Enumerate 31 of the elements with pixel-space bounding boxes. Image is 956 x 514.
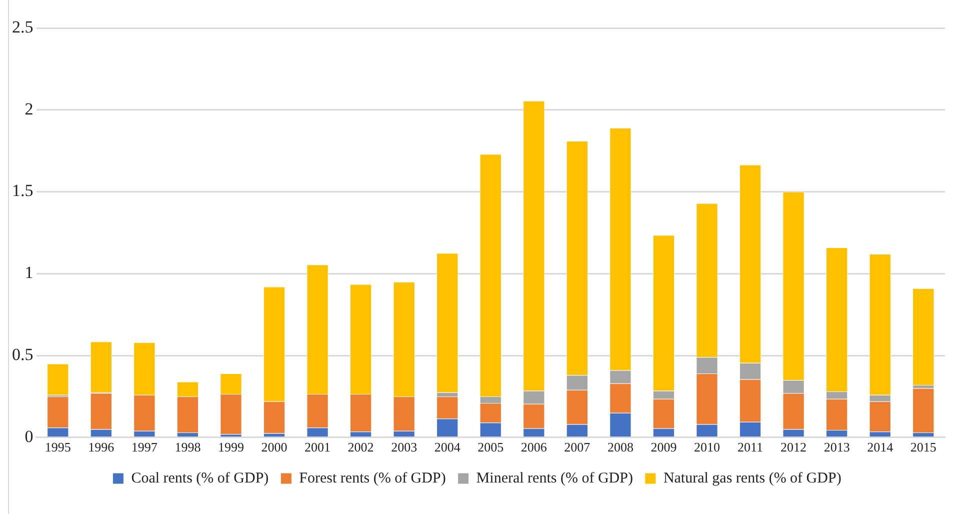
y-tick-label: 0.5 bbox=[12, 344, 34, 364]
legend-label: Natural gas rents (% of GDP) bbox=[663, 470, 842, 486]
x-tick-label: 2006 bbox=[520, 440, 548, 455]
x-tick-label: 2010 bbox=[694, 440, 720, 455]
x-tick-label: 1999 bbox=[218, 440, 244, 455]
legend-label: Forest rents (% of GDP) bbox=[299, 470, 446, 486]
x-tick-label: 2002 bbox=[348, 440, 374, 455]
x-tick-label: 1997 bbox=[131, 440, 158, 455]
x-tick-label: 1998 bbox=[174, 440, 201, 455]
legend-label: Coal rents (% of GDP) bbox=[131, 470, 269, 486]
x-tick-label: 2015 bbox=[910, 440, 936, 455]
x-tick-label: 2008 bbox=[607, 440, 634, 455]
x-tick-label: 2001 bbox=[304, 440, 331, 455]
x-tick-label: 2009 bbox=[650, 440, 677, 455]
x-tick-label: 2007 bbox=[564, 440, 591, 455]
x-tick-label: 2011 bbox=[738, 440, 764, 455]
legend-label: Mineral rents (% of GDP) bbox=[476, 470, 633, 486]
x-tick-label: 2000 bbox=[261, 440, 288, 455]
x-tick-label: 2003 bbox=[391, 440, 418, 455]
y-tick-label: 0 bbox=[24, 426, 34, 446]
x-tick-label: 2014 bbox=[867, 440, 894, 455]
x-tick-label: 1995 bbox=[44, 440, 71, 455]
x-tick-label: 2005 bbox=[478, 440, 504, 455]
y-tick-label: 1 bbox=[24, 263, 34, 282]
x-tick-label: 2012 bbox=[780, 440, 807, 455]
y-tick-label: 2 bbox=[24, 99, 34, 118]
x-tick-label: 2013 bbox=[824, 440, 850, 455]
x-tick-label: 2004 bbox=[434, 440, 461, 455]
y-tick-label: 2.5 bbox=[12, 17, 34, 36]
y-tick-label: 1.5 bbox=[12, 181, 34, 200]
x-tick-label: 1996 bbox=[88, 440, 115, 455]
